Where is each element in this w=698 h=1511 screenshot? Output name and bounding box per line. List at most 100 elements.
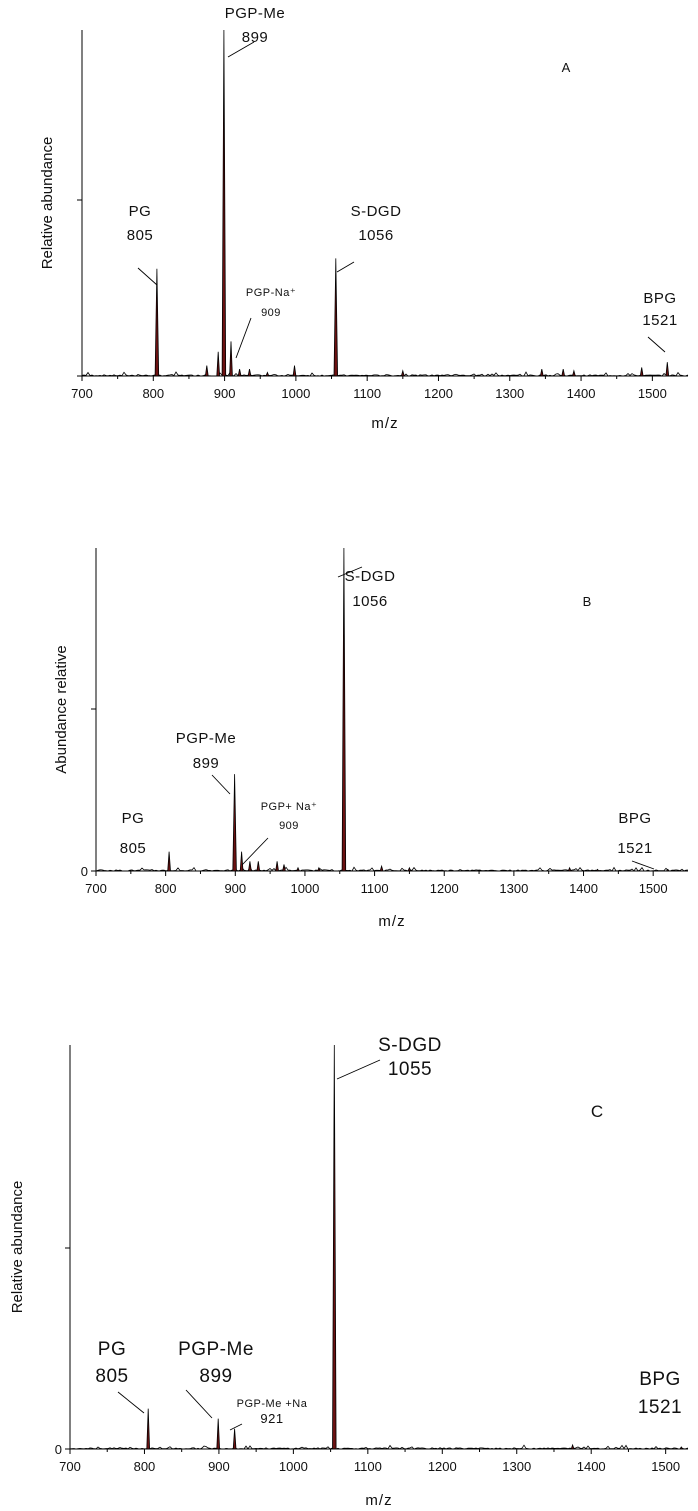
peak-annotation-value: 921 bbox=[260, 1411, 283, 1426]
peak-1055 bbox=[332, 1044, 337, 1450]
spectrum-panel-c: 700 800 900 1000 1100 1200 1300 1400 1500 0 m/z Rel… bbox=[9, 1035, 689, 1509]
x-tick-label: 1500 bbox=[651, 1459, 680, 1474]
annotation-leader-line bbox=[185, 1389, 213, 1419]
x-tick-label: 900 bbox=[214, 386, 236, 401]
y-axis-label: Relative abundance bbox=[39, 137, 56, 270]
peak-annotation-value: 805 bbox=[127, 227, 154, 244]
peak-1375 bbox=[561, 369, 566, 377]
annotation-leader-line bbox=[241, 837, 269, 866]
x-tick-label: 1100 bbox=[361, 881, 389, 896]
x-tick-label: 900 bbox=[224, 881, 246, 896]
panel-letter: C bbox=[591, 1102, 603, 1121]
peak-annotation-name: PGP-Me bbox=[225, 5, 286, 22]
x-tick-label: 1100 bbox=[353, 386, 381, 401]
baseline-noise bbox=[95, 866, 689, 872]
peak-805 bbox=[167, 851, 171, 872]
peak-921 bbox=[237, 369, 242, 377]
peak-960 bbox=[265, 371, 270, 377]
annotation-leader-line bbox=[337, 566, 363, 578]
x-tick-label: 1300 bbox=[495, 386, 524, 401]
peak-1056 bbox=[341, 547, 347, 872]
y-tick-label: 0 bbox=[81, 864, 88, 879]
annotation-leader-line bbox=[235, 317, 252, 359]
x-tick-label: 1000 bbox=[279, 1459, 308, 1474]
peak-annotation-name: BPG bbox=[639, 1369, 681, 1390]
peak-annotation-value: 899 bbox=[242, 29, 269, 46]
x-tick-label: 1400 bbox=[567, 386, 596, 401]
peak-891 bbox=[216, 351, 221, 377]
annotation-leader-line bbox=[227, 41, 255, 58]
peak-annotation-value: 899 bbox=[193, 755, 220, 772]
peak-909 bbox=[229, 341, 233, 377]
annotation-leader-line bbox=[117, 1391, 145, 1414]
peak-annotation-value: 899 bbox=[199, 1366, 232, 1387]
x-tick-label: 800 bbox=[142, 386, 164, 401]
annotation-leader-line bbox=[647, 336, 666, 353]
x-axis-label: m/z bbox=[378, 913, 405, 930]
peak-annotation-name: PG bbox=[98, 1339, 126, 1360]
peak-annotation-name: PGP+ Na⁺ bbox=[261, 801, 318, 813]
peak-1485 bbox=[639, 367, 644, 377]
annotation-leader-line bbox=[137, 267, 158, 286]
x-tick-label: 700 bbox=[71, 386, 93, 401]
x-tick-label: 1500 bbox=[638, 386, 667, 401]
peak-1150 bbox=[400, 369, 405, 377]
y-axis-label: Relative abundance bbox=[9, 1181, 26, 1314]
annotation-leader-line bbox=[211, 774, 231, 795]
annotation-leader-line bbox=[229, 1423, 243, 1431]
peak-933 bbox=[256, 861, 261, 872]
panel-letter: B bbox=[583, 594, 592, 609]
peak-annotation-value: 1521 bbox=[642, 312, 677, 329]
x-axis-label: m/z bbox=[371, 415, 398, 432]
x-tick-label: 800 bbox=[155, 881, 177, 896]
peak-annotation-name: S-DGD bbox=[351, 203, 402, 220]
x-tick-label: 1500 bbox=[639, 881, 668, 896]
peak-935 bbox=[247, 369, 252, 377]
peak-annotation-name: PG bbox=[129, 203, 152, 220]
x-tick-label: 1200 bbox=[428, 1459, 457, 1474]
x-tick-label: 1200 bbox=[430, 881, 459, 896]
peak-1521 bbox=[665, 362, 670, 377]
x-axis-label: m/z bbox=[365, 1492, 392, 1509]
peak-1110 bbox=[379, 864, 384, 872]
annotation-leader-line bbox=[336, 1059, 381, 1080]
peak-annotation-value: 1521 bbox=[638, 1397, 682, 1418]
peak-899 bbox=[221, 29, 227, 377]
x-tick-label: 1300 bbox=[499, 881, 528, 896]
y-axis-label: Abundance relative bbox=[53, 645, 70, 773]
peak-805 bbox=[146, 1408, 151, 1450]
peak-1056 bbox=[333, 258, 339, 377]
x-tick-label: 1000 bbox=[290, 881, 319, 896]
peak-875 bbox=[204, 365, 209, 377]
peak-annotation-value: 1055 bbox=[388, 1059, 432, 1080]
baseline-noise bbox=[69, 1444, 689, 1450]
peak-annotation-name: BPG bbox=[618, 810, 651, 827]
peak-annotation-name: PGP-Na⁺ bbox=[246, 287, 296, 299]
x-tick-label: 800 bbox=[134, 1459, 156, 1474]
baseline-noise bbox=[81, 371, 689, 377]
spectrum-panel-b: 700 800 900 1000 1100 1200 1300 1400 1500 0 m/z Abu… bbox=[53, 547, 689, 930]
peak-annotation-name: BPG bbox=[643, 290, 676, 307]
x-tick-label: 1100 bbox=[354, 1459, 382, 1474]
y-tick-label: 0 bbox=[55, 1442, 62, 1457]
peak-970 bbox=[282, 864, 286, 872]
annotation-leader-line bbox=[336, 261, 355, 273]
peak-annotation-name: PGP-Me bbox=[176, 730, 237, 747]
annotation-leader-line bbox=[631, 860, 655, 870]
peak-annotation-name: PGP-Me +Na bbox=[237, 1398, 308, 1410]
peak-899 bbox=[232, 774, 237, 872]
x-tick-label: 700 bbox=[85, 881, 107, 896]
peak-annotation-name: S-DGD bbox=[345, 568, 396, 585]
panel-letter: A bbox=[562, 60, 571, 75]
x-tick-label: 900 bbox=[208, 1459, 230, 1474]
x-tick-label: 1200 bbox=[424, 386, 453, 401]
peak-annotation-value: 1056 bbox=[352, 593, 387, 610]
peak-annotation-value: 805 bbox=[95, 1366, 128, 1387]
x-tick-label: 700 bbox=[59, 1459, 81, 1474]
peak-921 bbox=[232, 1428, 237, 1450]
peak-899 bbox=[216, 1418, 221, 1450]
peak-annotation-value: 909 bbox=[279, 820, 299, 832]
spectrum-panel-a: 700 800 900 1000 1100 1200 1300 1400 1500 m/z Rela… bbox=[39, 5, 689, 432]
peak-annotation-value: 1521 bbox=[617, 840, 652, 857]
